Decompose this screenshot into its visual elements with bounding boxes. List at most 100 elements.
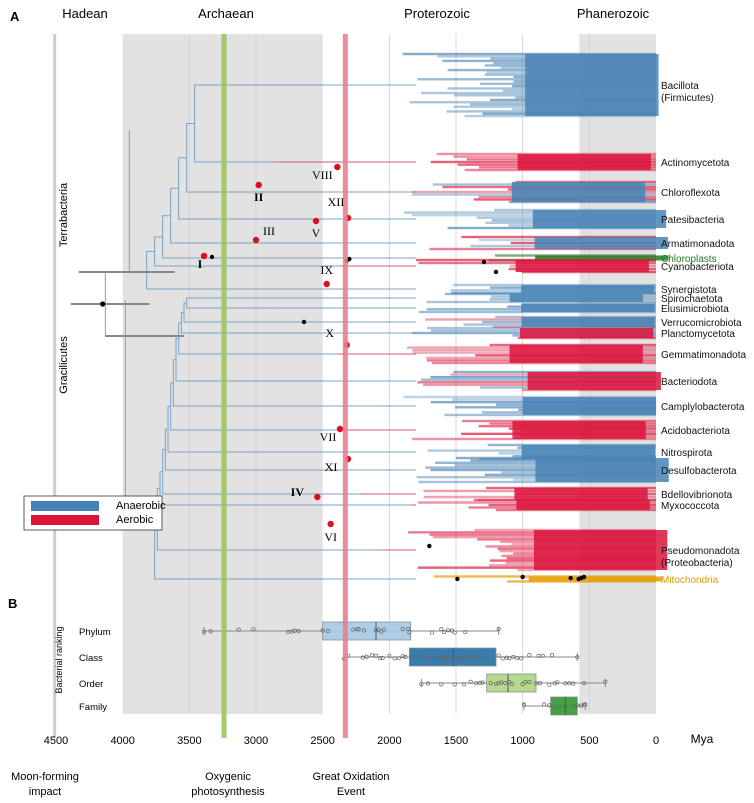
event-label-line2: impact xyxy=(29,786,61,798)
data-point xyxy=(556,705,561,710)
data-point xyxy=(429,630,435,635)
calibration-point xyxy=(581,574,587,580)
terminal-block xyxy=(521,285,655,293)
data-point xyxy=(439,627,444,632)
clade-sublabel: (Proteobacteria) xyxy=(661,558,733,569)
legend-swatch xyxy=(31,515,99,525)
data-point xyxy=(285,629,291,634)
data-point xyxy=(541,702,547,707)
data-point xyxy=(511,654,516,659)
data-point xyxy=(500,656,505,661)
data-point xyxy=(413,654,419,659)
data-point xyxy=(464,654,469,659)
data-point xyxy=(537,681,543,686)
data-point xyxy=(488,681,493,686)
clade-label: Chloroplasts xyxy=(661,254,717,265)
x-tick-label: 2000 xyxy=(377,735,401,747)
event-label-line1: Oxygenic xyxy=(205,771,251,783)
event-label-line1: Moon-forming xyxy=(11,771,79,783)
legend: Anaerobic Aerobic xyxy=(23,495,166,531)
calibration-point xyxy=(568,575,573,581)
clade-label: Bacteriodota xyxy=(661,377,718,388)
data-point xyxy=(373,628,379,633)
x-tick-label: 500 xyxy=(580,735,598,747)
transition-label-ii: II xyxy=(254,190,264,204)
data-point xyxy=(449,628,455,633)
terminal-block xyxy=(509,294,644,302)
x-tick-label: 3500 xyxy=(177,735,201,747)
data-point xyxy=(356,627,361,632)
clade-sublabel: (Firmicutes) xyxy=(661,93,714,104)
calibration-point xyxy=(493,269,499,275)
data-point xyxy=(208,629,213,634)
data-point xyxy=(473,681,479,686)
terminal-block xyxy=(525,54,659,116)
transition-label-x: X xyxy=(325,326,334,340)
terminal-block xyxy=(519,328,654,338)
data-point xyxy=(407,630,412,635)
legend-swatch xyxy=(31,501,99,511)
data-point xyxy=(523,680,528,685)
transition-label-i: I xyxy=(198,257,203,271)
event-line-2 xyxy=(342,34,348,738)
data-point xyxy=(379,629,384,634)
data-point xyxy=(552,681,557,686)
data-point xyxy=(581,681,587,686)
terminal-block xyxy=(509,345,643,363)
data-point xyxy=(563,681,568,686)
data-point xyxy=(425,681,431,686)
clade-label: Bdellovibrionota xyxy=(661,490,733,501)
transition-label-vii: VII xyxy=(320,430,337,444)
terminal-block xyxy=(512,421,646,439)
clade-label: Pseudomonadota xyxy=(661,546,740,557)
data-point xyxy=(452,682,457,687)
data-point xyxy=(575,655,580,660)
gracilicutes-node xyxy=(170,382,345,431)
data-point xyxy=(369,653,375,658)
data-point xyxy=(551,704,556,709)
data-point xyxy=(527,679,532,685)
data-point xyxy=(400,627,405,632)
clade-label: Elusimicrobiota xyxy=(661,304,729,315)
category-label: Order xyxy=(79,679,103,690)
gracilicutes-node xyxy=(183,302,284,323)
event-label-line2: Event xyxy=(337,786,365,798)
terminal-block xyxy=(521,445,656,459)
eon-label-archaean: Archaean xyxy=(198,6,254,21)
eon-label-proterozoic: Proterozoic xyxy=(404,6,470,21)
terminal-block xyxy=(521,304,655,312)
clade-label: Actinomycetota xyxy=(661,158,730,169)
clade-label: Armatimonadota xyxy=(661,239,735,250)
data-point xyxy=(351,627,356,632)
data-point xyxy=(480,680,485,685)
aerobic-transition-marker xyxy=(323,280,330,288)
data-point xyxy=(471,654,476,659)
data-point xyxy=(296,629,301,634)
data-point xyxy=(496,653,501,658)
data-point xyxy=(547,682,552,687)
terminal-block xyxy=(516,500,650,510)
data-point xyxy=(320,628,325,633)
terminal-block xyxy=(527,372,661,390)
data-point xyxy=(361,628,367,633)
leaf-branch xyxy=(408,531,656,534)
data-point xyxy=(527,653,532,658)
data-point xyxy=(463,630,468,635)
event-lines xyxy=(53,34,348,738)
data-point xyxy=(499,680,504,685)
x-tick-label: 0 xyxy=(653,735,659,747)
x-unit-label: Mya xyxy=(691,732,714,746)
leaf-branch xyxy=(403,211,656,214)
gracilicutes-node xyxy=(164,428,327,471)
data-point xyxy=(453,655,459,661)
aerobic-transition-marker xyxy=(200,252,208,260)
terminal-block xyxy=(535,255,669,261)
data-point xyxy=(419,682,424,687)
transition-label-xi: XI xyxy=(325,460,338,474)
x-tick-label: 1500 xyxy=(444,735,468,747)
legend-label: Anaerobic xyxy=(116,500,166,512)
clade-label: Desulfobacterota xyxy=(661,466,737,477)
data-point xyxy=(520,682,525,687)
data-point xyxy=(555,680,560,685)
data-point xyxy=(572,703,577,708)
